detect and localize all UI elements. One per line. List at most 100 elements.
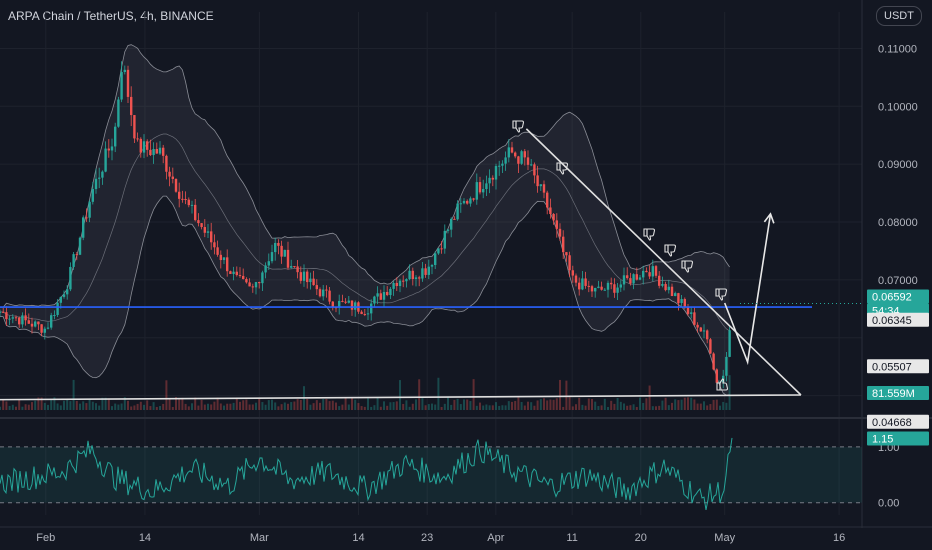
candle-body xyxy=(75,254,78,256)
volume-bar xyxy=(418,379,421,410)
volume-bar xyxy=(603,398,606,410)
candle-body xyxy=(328,290,331,302)
volume-bar xyxy=(629,405,632,410)
volume-bar xyxy=(280,404,283,410)
candle-body xyxy=(117,99,120,127)
volume-label-text: 81.559M xyxy=(872,388,915,400)
thumbs-down-icon xyxy=(681,260,694,273)
volume-bar xyxy=(159,406,161,410)
volume-bar xyxy=(18,399,21,410)
candle-body xyxy=(610,282,613,285)
volume-bar xyxy=(655,406,657,410)
candle-body xyxy=(286,249,290,268)
thumbs-down-icon xyxy=(715,288,728,301)
volume-bar xyxy=(226,403,229,410)
volume-bar xyxy=(511,401,513,410)
volume-bar xyxy=(312,403,315,410)
volume-bar xyxy=(437,377,440,410)
candle-body xyxy=(245,278,248,283)
candle-body xyxy=(354,302,357,310)
candle-body xyxy=(379,293,382,300)
thumbs-down-icon xyxy=(512,120,525,133)
candle-body xyxy=(123,69,126,73)
candle-body xyxy=(562,236,565,253)
candle-body xyxy=(21,315,24,325)
candle-body xyxy=(424,268,427,275)
volume-bar xyxy=(197,405,200,410)
candle-body xyxy=(34,321,37,327)
volume-bar xyxy=(690,397,693,410)
candle-body xyxy=(126,69,130,97)
candle-body xyxy=(318,289,322,297)
candle-body xyxy=(216,247,219,255)
volume-bar xyxy=(661,400,664,410)
volume-bar xyxy=(11,404,14,410)
volume-bar xyxy=(43,402,46,410)
volume-bar xyxy=(344,397,347,410)
volume-bar xyxy=(210,404,213,410)
currency-selector[interactable]: USDT xyxy=(876,6,922,26)
volume-bar xyxy=(379,406,382,410)
candle-body xyxy=(683,299,686,308)
volume-bar xyxy=(328,401,331,410)
candle-body xyxy=(558,228,562,237)
candle-body xyxy=(53,314,56,316)
candle-body xyxy=(565,252,568,256)
candle-body xyxy=(277,242,280,246)
price-tick-label: 0.07000 xyxy=(878,275,918,287)
candle-body xyxy=(130,96,133,116)
volume-bar xyxy=(75,400,78,410)
volume-bar xyxy=(642,402,645,410)
price-tick-label: 0.11000 xyxy=(878,43,917,55)
volume-bar xyxy=(680,399,683,410)
candle-body xyxy=(392,282,395,289)
candle-body xyxy=(568,255,571,271)
candle-body xyxy=(440,248,443,250)
candle-body xyxy=(389,288,392,296)
volume-bar xyxy=(587,398,590,410)
candle-body xyxy=(82,217,85,238)
volume-bar xyxy=(245,399,248,410)
volume-bar xyxy=(523,405,526,410)
volume-bar xyxy=(24,404,27,410)
volume-bar xyxy=(639,397,641,410)
candle-body xyxy=(398,280,402,287)
volume-bar xyxy=(165,380,168,410)
candle-body xyxy=(280,245,283,257)
candle-body xyxy=(507,147,510,158)
candle-body xyxy=(178,191,181,199)
volume-label: 81.559M xyxy=(867,386,929,400)
volume-bar xyxy=(171,406,174,410)
volume-bar xyxy=(383,401,385,410)
volume-bar xyxy=(114,403,117,410)
candle-body xyxy=(69,266,72,290)
candle-body xyxy=(40,324,43,333)
volume-bar xyxy=(296,399,299,410)
volume-bar xyxy=(66,399,69,410)
thumbs-down-icon-hand xyxy=(515,120,525,133)
candle-body xyxy=(594,287,597,292)
volume-bar xyxy=(232,402,235,410)
volume-bar xyxy=(120,403,123,410)
volume-bar xyxy=(594,401,597,410)
volume-bar xyxy=(466,399,469,410)
volume-bar xyxy=(706,405,709,410)
oscillator-line xyxy=(0,437,733,510)
volume-bar xyxy=(162,403,165,410)
candle-body xyxy=(622,275,626,285)
volume-bar xyxy=(117,404,120,410)
candle-body xyxy=(638,277,642,280)
candle-body xyxy=(315,285,318,290)
candle-body xyxy=(331,301,334,308)
volume-bar xyxy=(671,402,673,410)
thumbs-down-icon xyxy=(664,244,677,257)
candle-body xyxy=(616,287,619,293)
candle-body xyxy=(427,266,430,275)
candle-body xyxy=(597,286,600,288)
candle-body xyxy=(56,302,59,315)
candle-body xyxy=(373,296,376,304)
candle-body xyxy=(238,275,242,277)
volume-bar xyxy=(290,402,293,410)
candle-body xyxy=(344,301,347,303)
